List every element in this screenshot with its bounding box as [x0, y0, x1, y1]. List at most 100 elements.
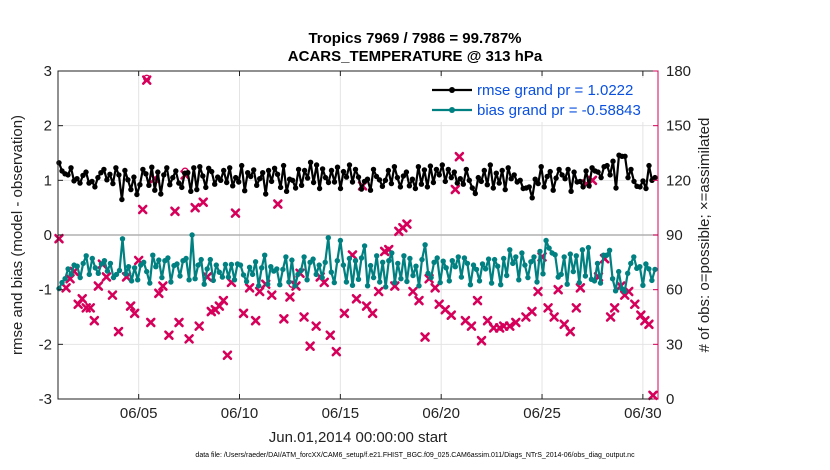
- rmse-point: [403, 169, 410, 175]
- rmse-point: [110, 180, 116, 187]
- bias-point: [482, 266, 489, 272]
- assimilated-count-marker: [575, 283, 586, 293]
- rmse-point: [131, 174, 137, 180]
- rmse-point: [179, 184, 185, 191]
- assimilated-count-marker: [194, 321, 204, 331]
- rmse-point: [559, 172, 565, 178]
- assimilated-count-marker: [198, 197, 209, 207]
- rmse-point: [421, 167, 428, 173]
- bias-point: [74, 263, 80, 269]
- rmse-point: [490, 185, 496, 191]
- bias-point: [165, 255, 171, 261]
- bias-point: [631, 254, 637, 260]
- rmse-point: [194, 186, 200, 193]
- assimilated-count-marker: [145, 317, 156, 328]
- bias-point: [558, 271, 564, 278]
- assimilated-count-marker: [630, 299, 640, 310]
- assimilated-count-marker: [414, 295, 424, 306]
- bias-point: [419, 256, 425, 263]
- data-file-footnote: data file: /Users/raeder/DAI/ATM_forcXX/…: [195, 452, 635, 459]
- bias-point: [383, 284, 389, 290]
- rmse-point: [149, 164, 155, 170]
- bias-point: [56, 285, 62, 292]
- rmse-point: [391, 164, 398, 170]
- bias-point: [422, 242, 428, 248]
- rmse-point: [170, 174, 176, 181]
- assimilated-count-marker: [430, 283, 440, 293]
- rmse-point: [364, 176, 371, 182]
- bias-point: [237, 262, 244, 268]
- bias-point: [328, 269, 334, 275]
- assimilated-count-marker: [244, 283, 255, 293]
- bias-point: [128, 278, 135, 284]
- assimilated-count-marker: [408, 286, 418, 297]
- assimilated-count-marker: [351, 293, 362, 304]
- rmse-point: [643, 185, 649, 192]
- rmse-point: [257, 176, 263, 182]
- bias-point: [304, 277, 310, 283]
- assimilated-count-marker: [101, 272, 112, 282]
- bias-point: [431, 259, 437, 265]
- assimilated-count-marker: [285, 292, 295, 302]
- bias-point: [485, 256, 492, 262]
- assimilated-count-marker: [174, 317, 184, 328]
- rmse-point: [248, 173, 254, 180]
- rmse-point: [307, 159, 314, 165]
- rmse-point: [538, 164, 544, 170]
- y-tick-label: -3: [39, 391, 52, 408]
- assimilated-count-marker: [454, 151, 465, 162]
- assimilated-count-marker: [254, 286, 265, 297]
- bias-point: [286, 279, 292, 285]
- rmse-point: [251, 167, 257, 173]
- assimilated-count-marker: [482, 315, 493, 326]
- bias-point: [407, 255, 413, 262]
- rmse-point: [427, 163, 434, 169]
- bias-point: [147, 280, 153, 286]
- rmse-point: [352, 166, 359, 173]
- bias-point: [246, 264, 253, 270]
- bias-point: [612, 288, 619, 294]
- bias-point: [640, 282, 646, 288]
- rmse-point: [134, 191, 140, 198]
- rmse-point: [322, 174, 329, 181]
- rmse-point: [218, 177, 224, 183]
- bias-point: [516, 277, 522, 283]
- rmse-point: [640, 178, 646, 184]
- rmse-point: [562, 176, 568, 182]
- assimilated-count-marker: [361, 301, 372, 311]
- bias-point: [389, 250, 395, 256]
- bias-point: [585, 244, 592, 251]
- right-y-axis-label: # of obs: o=possible; ×=assimilated: [696, 118, 713, 353]
- assimilated-count-marker: [466, 321, 477, 331]
- rmse-point: [418, 181, 425, 187]
- bias-point: [174, 261, 180, 267]
- rmse-point: [233, 174, 239, 181]
- rmse-point: [185, 170, 191, 176]
- bias-point: [65, 266, 71, 272]
- bias-point: [467, 282, 474, 288]
- bias-point: [125, 264, 132, 270]
- bias-point: [80, 260, 86, 267]
- legend-rmse-label: rmse grand pr = 1.0222: [477, 82, 633, 99]
- bias-point: [268, 264, 274, 270]
- bias-point: [637, 264, 643, 270]
- x-tick-label: 06/25: [523, 405, 561, 422]
- legend-rmse-marker: [449, 87, 455, 93]
- bias-point: [210, 277, 216, 284]
- y-tick-label: -2: [39, 336, 52, 353]
- rmse-point: [337, 185, 344, 192]
- legend-box: [428, 78, 654, 122]
- bias-point: [92, 265, 99, 271]
- assimilated-count-marker: [565, 326, 576, 337]
- assimilated-count-marker: [504, 321, 515, 331]
- bias-point: [488, 280, 495, 286]
- bias-point: [177, 273, 183, 279]
- bias-point: [652, 266, 658, 273]
- bias-point: [513, 254, 519, 260]
- assimilated-count-marker: [238, 308, 249, 319]
- rmse-point: [301, 167, 308, 174]
- bias-point: [416, 283, 422, 289]
- bias-point: [119, 236, 126, 242]
- rmse-point: [433, 166, 440, 173]
- bias-point: [470, 262, 477, 268]
